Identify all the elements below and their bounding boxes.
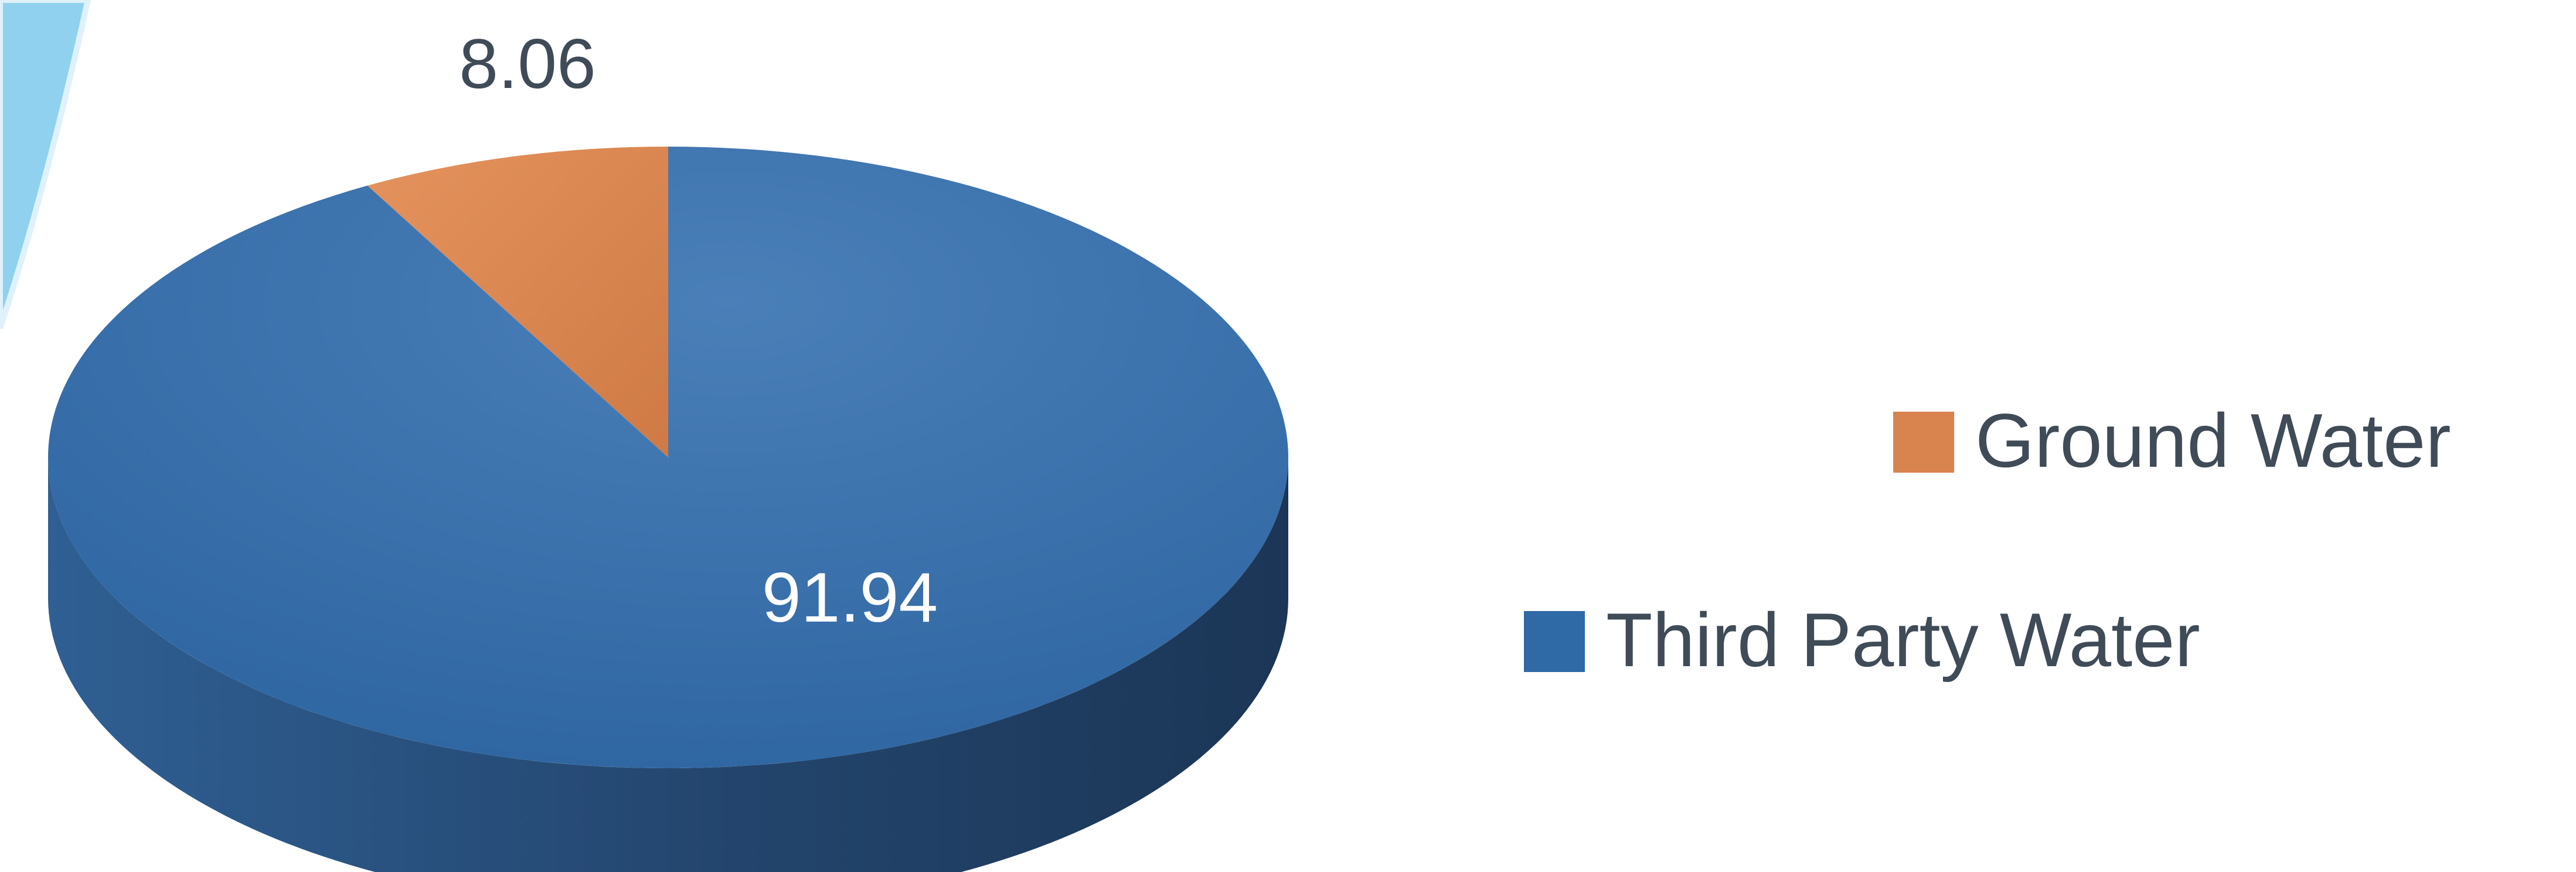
legend-item-ground-water: Ground Water xyxy=(1893,398,2451,483)
data-label-ground-water: 8.06 xyxy=(459,25,596,103)
pie-side-wall xyxy=(48,457,1288,872)
data-label-third-party-water: 91.94 xyxy=(762,558,938,637)
legend-swatch xyxy=(1524,611,1585,672)
legend-item-third-party-water: Third Party Water xyxy=(1524,597,2200,683)
pie-slice-third-party-water xyxy=(48,147,1289,768)
legend-label: Third Party Water xyxy=(1606,597,2200,683)
pie-slice-ground-water xyxy=(367,147,668,457)
legend-swatch xyxy=(1893,412,1954,473)
decorative-arc xyxy=(0,0,91,330)
legend-label: Ground Water xyxy=(1975,398,2451,483)
